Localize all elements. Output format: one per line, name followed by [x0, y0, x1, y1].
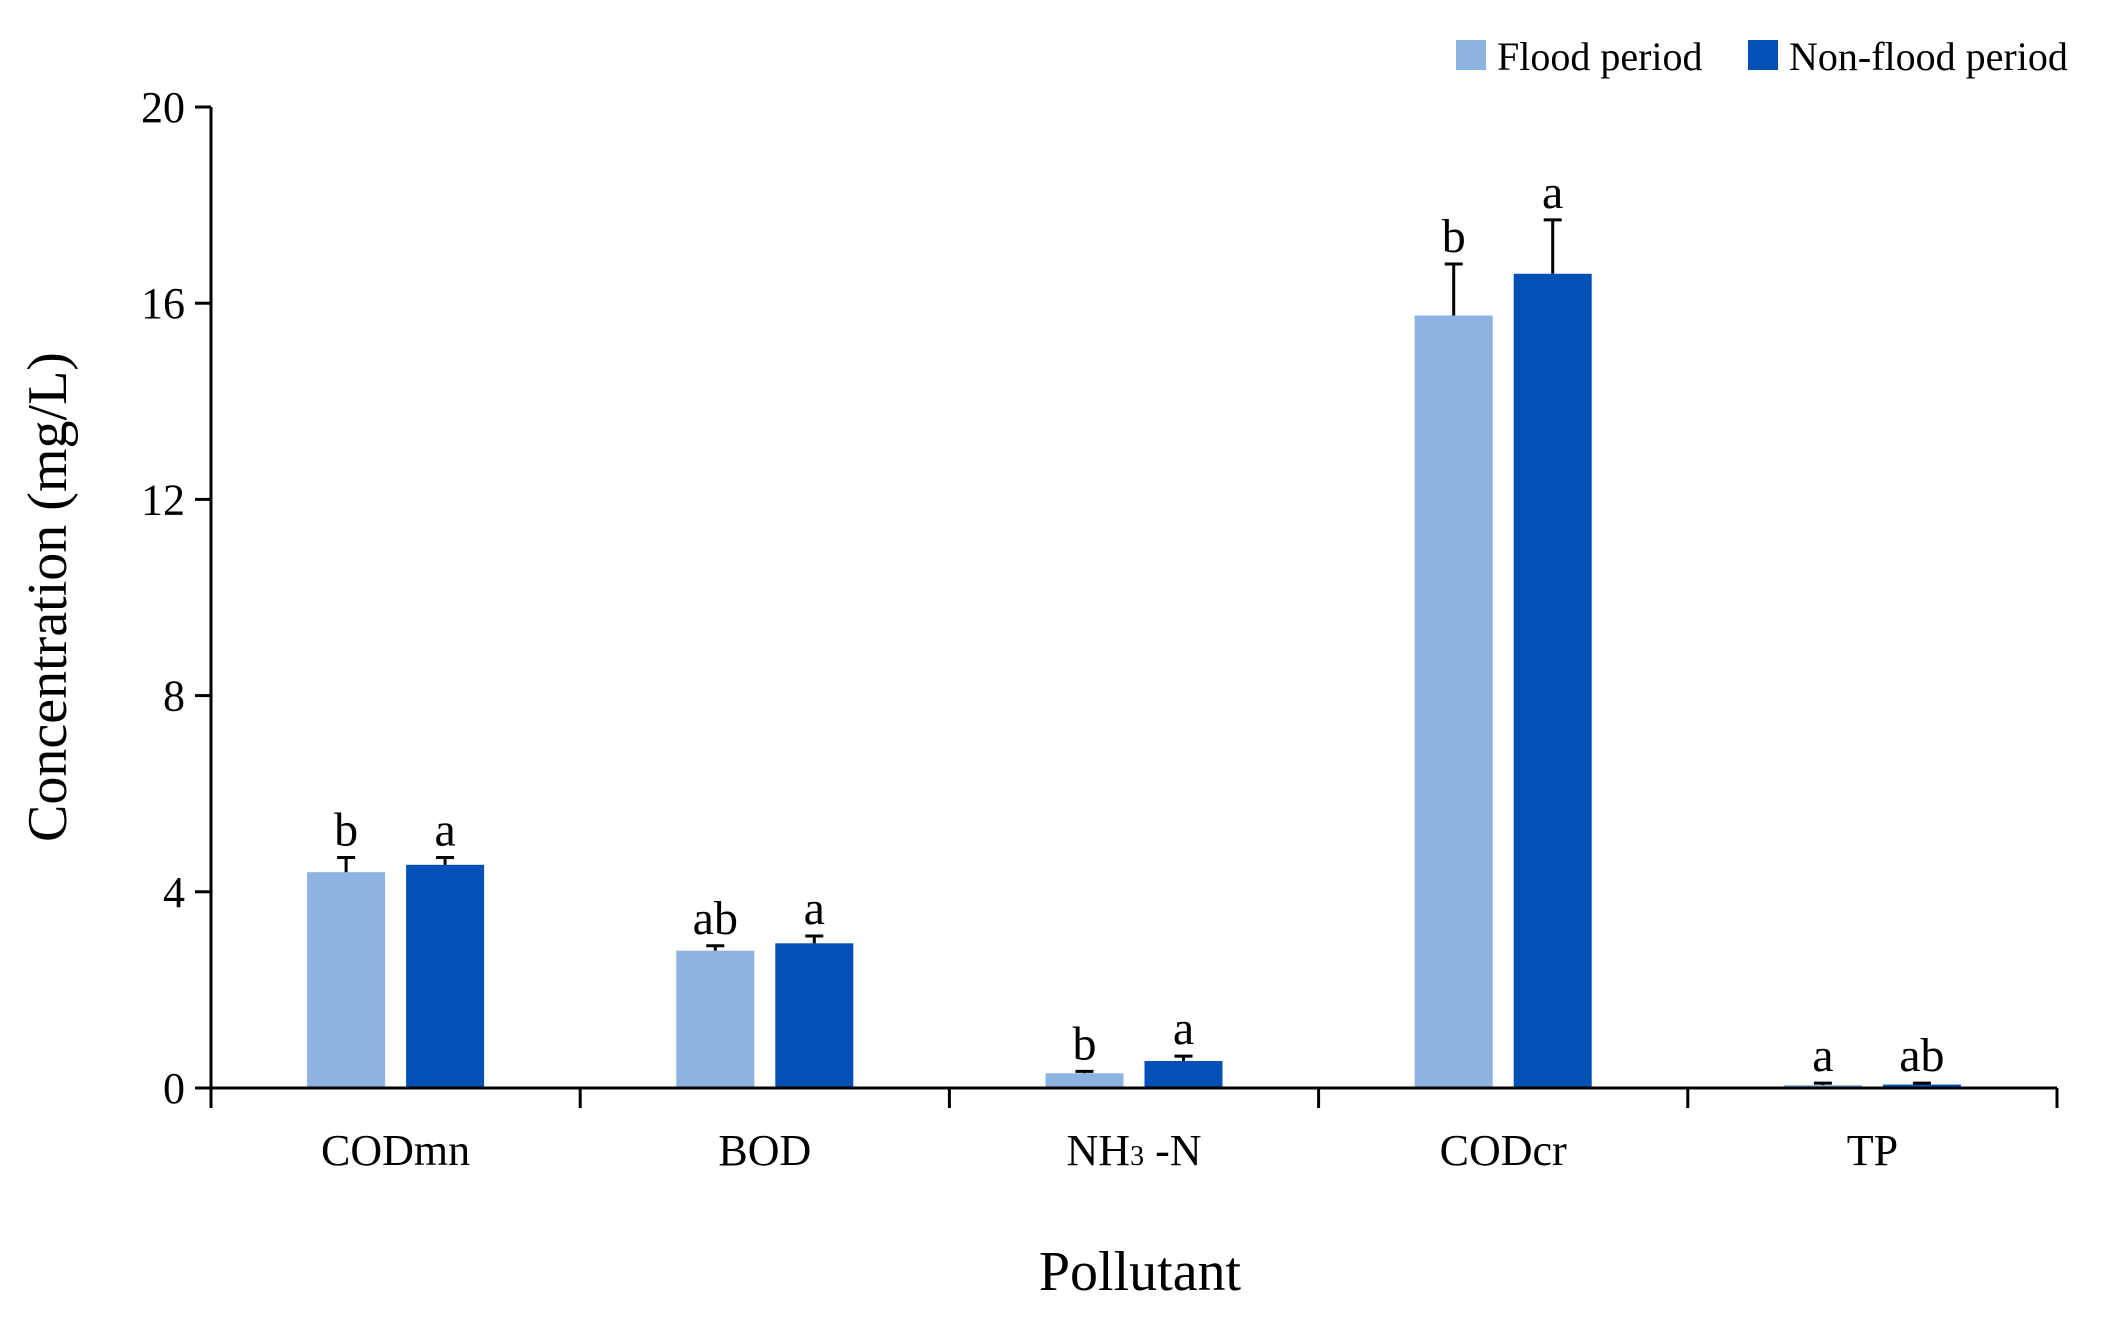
y-tick-label: 20	[141, 83, 185, 132]
y-tick-label: 16	[141, 279, 185, 328]
x-category-label: CODcr	[1440, 1126, 1567, 1175]
y-axis-title: Concentration (mg/L)	[17, 352, 79, 842]
significance-label: a	[1542, 166, 1563, 219]
significance-label: ab	[693, 892, 738, 945]
bar	[1414, 315, 1493, 1088]
bars: b ab b b a a a a a ab	[307, 166, 1961, 1088]
x-axis-title: Pollutant	[1039, 1241, 1242, 1303]
significance-label: b	[1073, 1017, 1097, 1070]
legend-swatch-nonflood	[1748, 40, 1778, 70]
significance-label: ab	[1899, 1029, 1944, 1082]
y-tick-label: 12	[141, 475, 185, 524]
x-category-label: CODmn	[321, 1126, 470, 1175]
y-tick-label: 4	[163, 868, 185, 917]
bar	[676, 950, 755, 1088]
significance-label: a	[1173, 1002, 1194, 1055]
significance-label: a	[804, 882, 825, 935]
bar	[1144, 1061, 1223, 1088]
x-category-label: NH3 -N	[1067, 1126, 1202, 1175]
legend-swatch-flood	[1456, 40, 1486, 70]
legend: Flood period Non-flood period	[1456, 34, 2068, 79]
bar	[1513, 273, 1592, 1088]
x-category-label: BOD	[718, 1126, 811, 1175]
significance-label: a	[434, 803, 455, 856]
bar	[406, 864, 485, 1088]
bar	[1045, 1073, 1124, 1088]
x-category-label: TP	[1847, 1126, 1898, 1175]
bar	[307, 872, 386, 1088]
bar	[775, 943, 854, 1088]
legend-label-nonflood: Non-flood period	[1789, 34, 2068, 79]
significance-label: b	[1442, 210, 1466, 263]
significance-label: a	[1812, 1029, 1833, 1082]
legend-label-flood: Flood period	[1497, 34, 1703, 79]
significance-label: b	[334, 803, 358, 856]
y-tick-label: 0	[163, 1064, 185, 1113]
y-tick-label: 8	[163, 672, 185, 721]
bar	[1882, 1084, 1961, 1088]
